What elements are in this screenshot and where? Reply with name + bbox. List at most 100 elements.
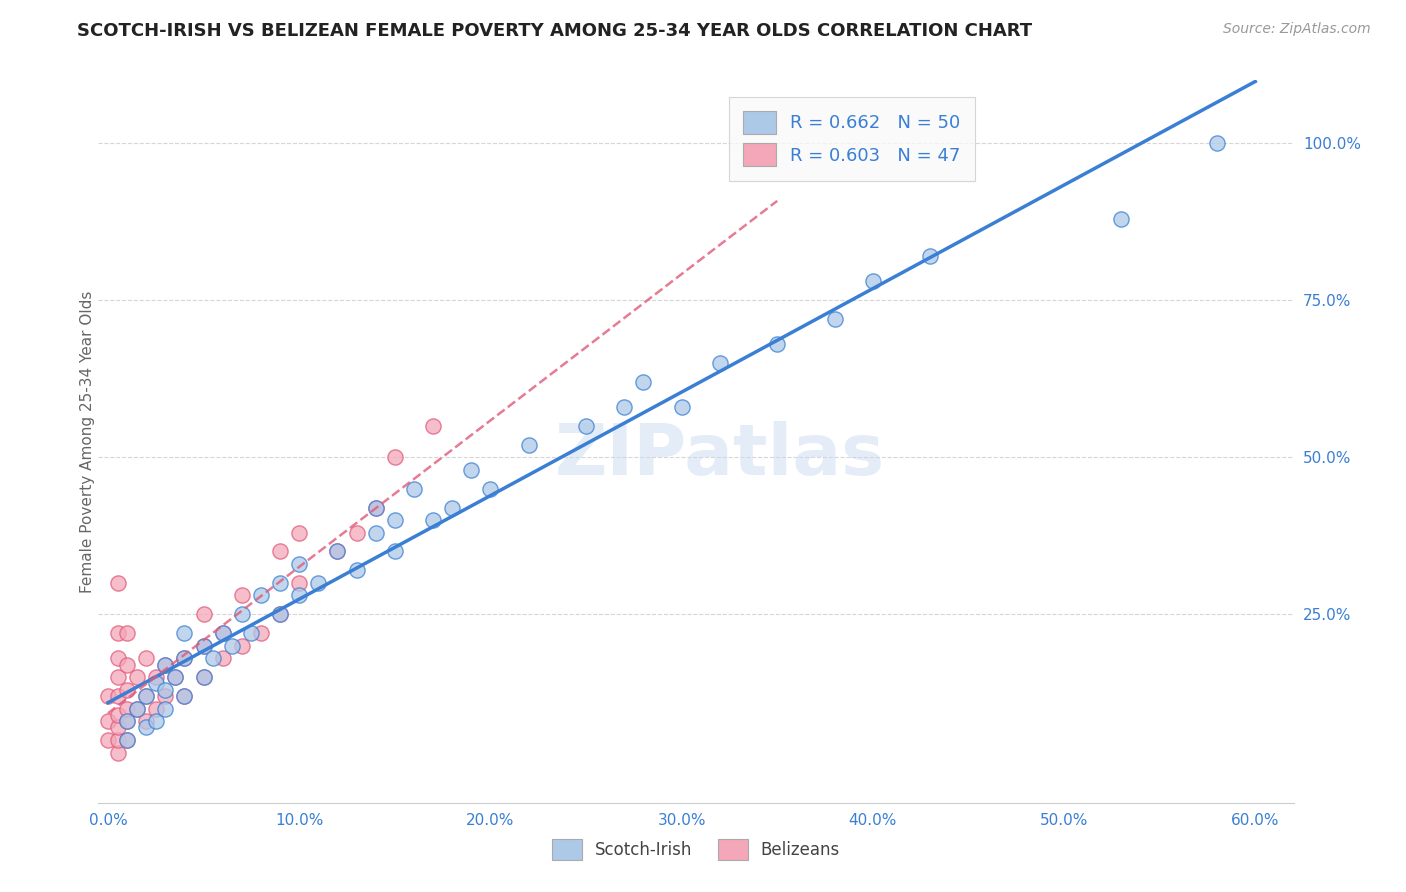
Point bbox=[1111, 211, 1133, 226]
Point bbox=[115, 714, 138, 728]
Point bbox=[862, 274, 884, 288]
Point bbox=[288, 525, 311, 540]
Point bbox=[173, 689, 195, 703]
Point bbox=[155, 682, 177, 697]
Text: ZIPatlas: ZIPatlas bbox=[555, 422, 884, 491]
Point bbox=[163, 670, 186, 684]
Point bbox=[422, 418, 444, 433]
Point bbox=[155, 657, 177, 672]
Point bbox=[766, 337, 789, 351]
Point bbox=[193, 639, 215, 653]
Point bbox=[709, 356, 731, 370]
Y-axis label: Female Poverty Among 25-34 Year Olds: Female Poverty Among 25-34 Year Olds bbox=[80, 291, 94, 592]
Point bbox=[422, 513, 444, 527]
Point bbox=[633, 375, 655, 389]
Point bbox=[221, 639, 243, 653]
Point bbox=[920, 249, 942, 263]
Point bbox=[115, 626, 138, 640]
Point bbox=[460, 463, 482, 477]
Point bbox=[384, 450, 406, 465]
Point bbox=[115, 733, 138, 747]
Point bbox=[115, 733, 138, 747]
Point bbox=[107, 626, 129, 640]
Point bbox=[155, 701, 177, 715]
Point bbox=[193, 670, 215, 684]
Point bbox=[384, 544, 406, 558]
Point bbox=[269, 607, 291, 622]
Point bbox=[479, 482, 502, 496]
Point bbox=[575, 418, 598, 433]
Point bbox=[193, 607, 215, 622]
Point bbox=[824, 312, 846, 326]
Point bbox=[125, 670, 148, 684]
Point bbox=[231, 607, 253, 622]
Point bbox=[326, 544, 349, 558]
Point bbox=[402, 482, 425, 496]
Point bbox=[231, 589, 253, 603]
Point bbox=[173, 651, 195, 665]
Point bbox=[97, 689, 120, 703]
Point bbox=[202, 651, 225, 665]
Point bbox=[135, 689, 157, 703]
Point bbox=[173, 651, 195, 665]
Point bbox=[115, 714, 138, 728]
Point bbox=[269, 544, 291, 558]
Point bbox=[115, 682, 138, 697]
Point bbox=[107, 707, 129, 722]
Point bbox=[269, 575, 291, 590]
Point bbox=[145, 670, 167, 684]
Point bbox=[107, 746, 129, 760]
Point bbox=[97, 714, 120, 728]
Point bbox=[135, 689, 157, 703]
Point bbox=[193, 670, 215, 684]
Point bbox=[107, 651, 129, 665]
Point bbox=[346, 525, 368, 540]
Point bbox=[1206, 136, 1229, 150]
Point bbox=[269, 607, 291, 622]
Point bbox=[441, 500, 464, 515]
Point bbox=[173, 626, 195, 640]
Text: Source: ZipAtlas.com: Source: ZipAtlas.com bbox=[1223, 22, 1371, 37]
Text: SCOTCH-IRISH VS BELIZEAN FEMALE POVERTY AMONG 25-34 YEAR OLDS CORRELATION CHART: SCOTCH-IRISH VS BELIZEAN FEMALE POVERTY … bbox=[77, 22, 1032, 40]
Legend: Scotch-Irish, Belizeans: Scotch-Irish, Belizeans bbox=[546, 832, 846, 867]
Point bbox=[364, 525, 387, 540]
Point bbox=[135, 720, 157, 734]
Point bbox=[135, 714, 157, 728]
Point bbox=[107, 720, 129, 734]
Point bbox=[163, 670, 186, 684]
Point bbox=[125, 701, 148, 715]
Point bbox=[288, 575, 311, 590]
Point bbox=[135, 651, 157, 665]
Point bbox=[107, 670, 129, 684]
Point bbox=[211, 626, 233, 640]
Point bbox=[250, 626, 273, 640]
Point bbox=[231, 639, 253, 653]
Point bbox=[364, 500, 387, 515]
Point bbox=[384, 513, 406, 527]
Point bbox=[250, 589, 273, 603]
Point bbox=[307, 575, 329, 590]
Point bbox=[364, 500, 387, 515]
Point bbox=[671, 400, 693, 414]
Point bbox=[288, 557, 311, 571]
Point bbox=[517, 438, 540, 452]
Point bbox=[107, 689, 129, 703]
Point bbox=[155, 689, 177, 703]
Point bbox=[97, 733, 120, 747]
Point bbox=[211, 651, 233, 665]
Point bbox=[155, 657, 177, 672]
Point bbox=[613, 400, 636, 414]
Point bbox=[173, 689, 195, 703]
Point bbox=[211, 626, 233, 640]
Point bbox=[326, 544, 349, 558]
Point bbox=[107, 733, 129, 747]
Point bbox=[115, 657, 138, 672]
Point bbox=[145, 701, 167, 715]
Point bbox=[145, 714, 167, 728]
Point bbox=[107, 575, 129, 590]
Point bbox=[145, 676, 167, 690]
Point bbox=[240, 626, 263, 640]
Point bbox=[115, 701, 138, 715]
Point bbox=[193, 639, 215, 653]
Point bbox=[288, 589, 311, 603]
